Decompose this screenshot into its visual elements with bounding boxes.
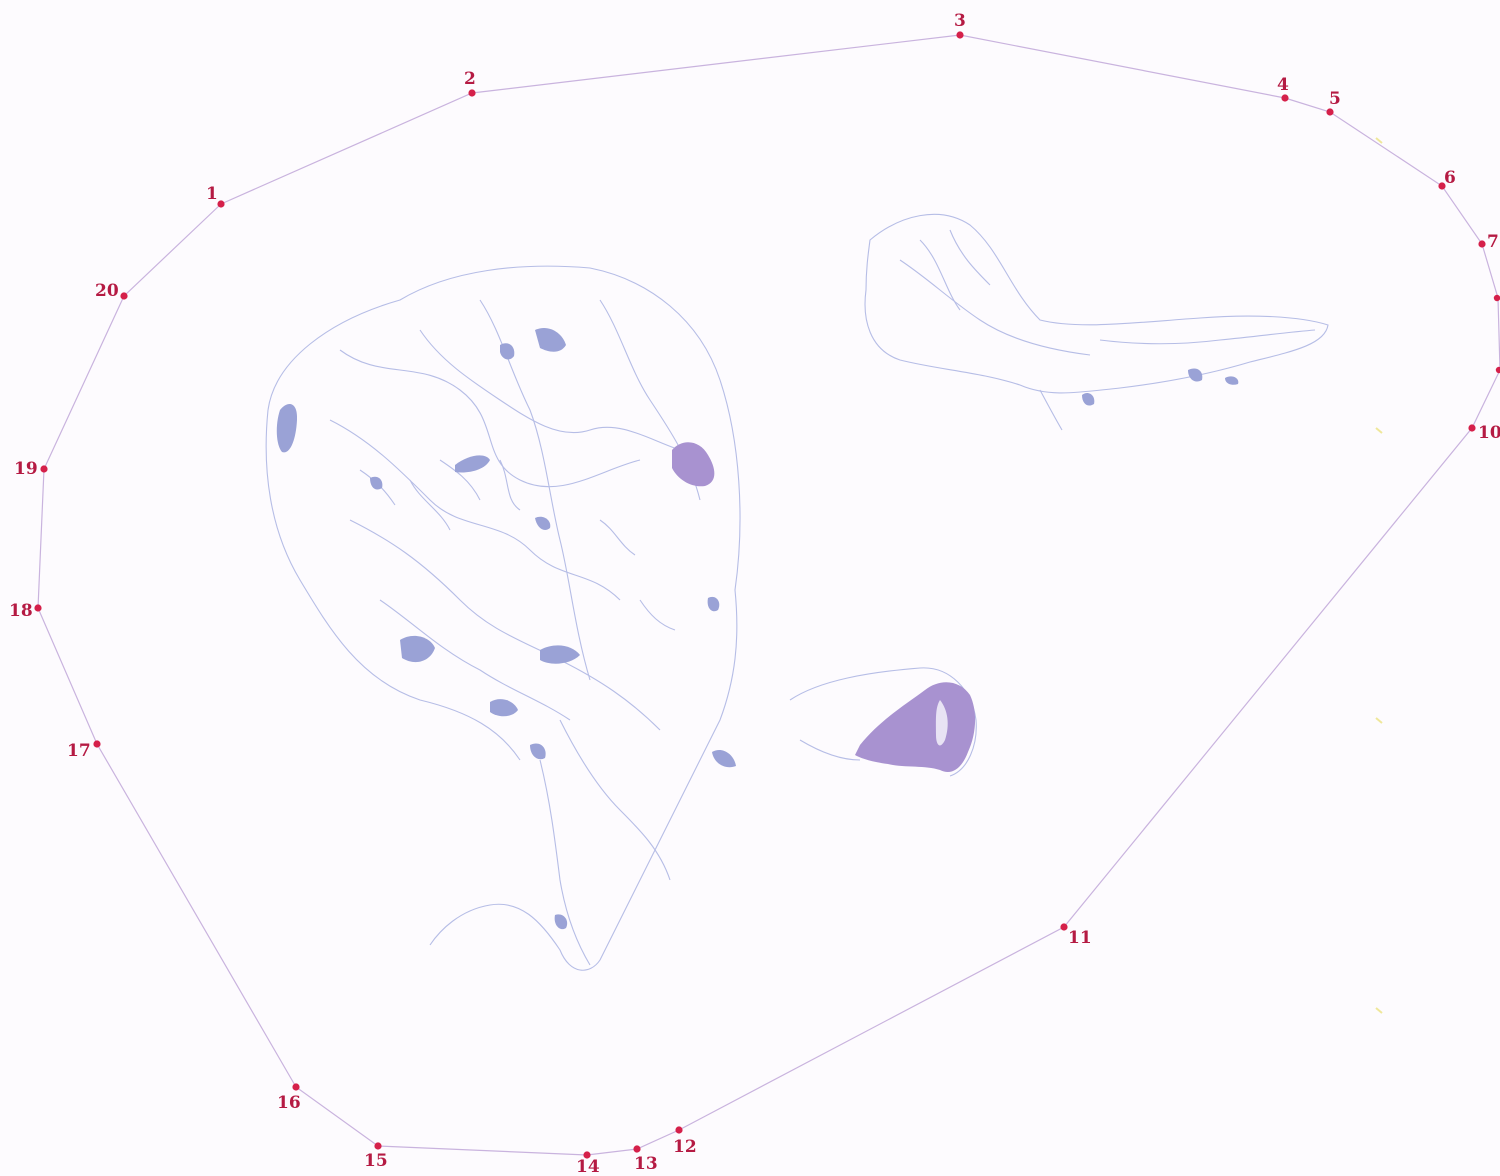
vertex-dot — [1438, 182, 1446, 190]
vertex-dot — [34, 604, 42, 612]
vertex-19: 19 — [14, 459, 48, 479]
vertex-dot — [93, 740, 101, 748]
vertex-20: 20 — [95, 281, 128, 301]
vertex-7: 7 — [1478, 232, 1499, 252]
vertex-label: 12 — [673, 1137, 697, 1157]
vertex-3: 3 — [954, 11, 966, 39]
vertex-12: 12 — [673, 1126, 697, 1157]
vertex-label: 3 — [954, 11, 966, 31]
vertex-label: 14 — [576, 1157, 600, 1176]
vertex-dot-edge — [1495, 366, 1500, 374]
vertex-label: 2 — [464, 69, 476, 89]
vertex-10: 10 — [1468, 423, 1500, 443]
vertex-label: 17 — [67, 741, 91, 761]
vertex-dot — [217, 200, 225, 208]
vertex-dot — [633, 1145, 641, 1153]
vertex-dot — [120, 292, 128, 300]
vertex-6: 6 — [1438, 168, 1456, 190]
vertex-dot — [1468, 424, 1476, 432]
vertex-15: 15 — [364, 1142, 388, 1171]
vertex-label: 10 — [1478, 423, 1500, 443]
vertex-4: 4 — [1277, 75, 1289, 102]
vertex-label: 15 — [364, 1151, 388, 1171]
vertex-dot — [956, 31, 964, 39]
vertex-14: 14 — [576, 1151, 600, 1176]
vertex-label: 11 — [1068, 928, 1092, 948]
vertex-label: 5 — [1329, 89, 1341, 109]
vertex-label: 7 — [1487, 232, 1499, 252]
vertex-label: 18 — [9, 601, 33, 621]
vertex-label: 1 — [206, 184, 218, 204]
vertex-13: 13 — [633, 1145, 658, 1174]
vertex-dot — [1060, 923, 1068, 931]
vertex-2: 2 — [464, 69, 476, 97]
vertex-11: 11 — [1060, 923, 1092, 948]
vertex-dot — [374, 1142, 382, 1150]
annotation-outline — [37, 34, 1500, 1156]
tissue-fragment-main — [265, 265, 741, 971]
vertex-label: 4 — [1277, 75, 1289, 95]
tissue-fragment-upper — [864, 213, 1329, 431]
vertex-17: 17 — [67, 740, 101, 761]
vertex-dot — [292, 1083, 300, 1091]
vertex-5: 5 — [1326, 89, 1341, 116]
vertex-16: 16 — [277, 1083, 301, 1113]
vertex-label: 13 — [634, 1154, 658, 1174]
vertex-label: 16 — [277, 1093, 301, 1113]
tissue-fragment-lower — [789, 667, 977, 777]
vertex-dot — [1326, 108, 1334, 116]
vertex-dot — [40, 465, 48, 473]
vertex-dot — [675, 1126, 683, 1134]
vertex-label: 20 — [95, 281, 119, 301]
vertex-dot — [1478, 240, 1486, 248]
vertex-dot — [583, 1151, 591, 1159]
vertex-dot — [468, 89, 476, 97]
background-specks — [1375, 137, 1383, 1014]
vertex-label: 6 — [1444, 168, 1456, 188]
vertex-18: 18 — [9, 601, 42, 621]
vertex-label: 19 — [14, 459, 38, 479]
vertex-dot — [1281, 94, 1289, 102]
vertex-dot-edge — [1493, 294, 1500, 302]
vertex-1: 1 — [206, 184, 225, 208]
